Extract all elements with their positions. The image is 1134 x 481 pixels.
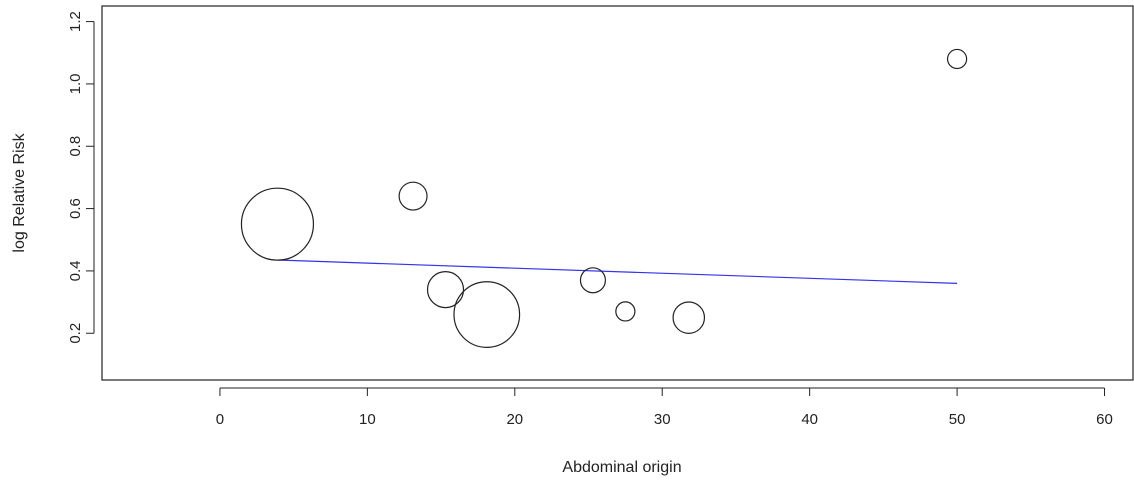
data-point (615, 301, 636, 322)
data-point (672, 301, 706, 334)
data-point (946, 48, 968, 70)
x-axis-ticks: 0 10 20 30 40 50 60 (216, 387, 1113, 428)
y-tick-label: 1.2 (67, 11, 84, 32)
x-tick-label: 40 (801, 411, 818, 428)
data-point (398, 181, 428, 211)
data-point (240, 187, 315, 261)
x-tick-label: 30 (654, 411, 671, 428)
data-point (579, 267, 607, 294)
y-tick-label: 1.0 (67, 73, 84, 94)
x-tick-label: 10 (359, 411, 376, 428)
plot-frame (101, 5, 1134, 381)
data-point (426, 271, 465, 309)
y-axis-ticks: 0.2 0.4 0.6 0.8 1.0 1.2 (67, 11, 95, 344)
x-tick-label: 20 (506, 411, 523, 428)
x-tick-label: 60 (1096, 411, 1113, 428)
x-tick-label: 0 (216, 411, 224, 428)
y-tick-label: 0.8 (67, 136, 84, 157)
y-tick-label: 0.2 (67, 323, 84, 344)
x-axis-label: Abdominal origin (562, 459, 681, 476)
y-tick-label: 0.6 (67, 198, 84, 219)
y-tick-label: 0.4 (67, 260, 84, 281)
x-tick-label: 50 (949, 411, 966, 428)
data-point (453, 281, 521, 348)
regression-line (277, 259, 958, 284)
data-points (240, 48, 968, 348)
y-axis-label: log Relative Risk (11, 132, 28, 252)
